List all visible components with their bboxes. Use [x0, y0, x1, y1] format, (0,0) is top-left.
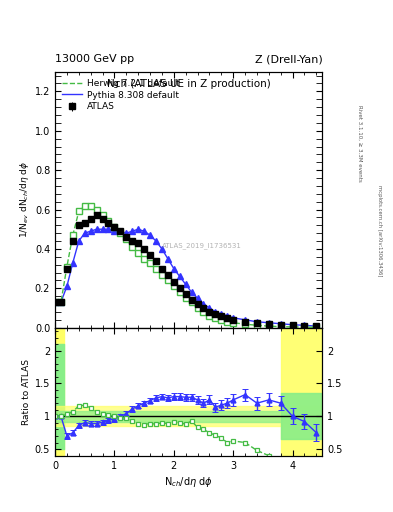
- Text: Z (Drell-Yan): Z (Drell-Yan): [255, 54, 322, 64]
- Herwig 7.2.1 default: [130, 244, 134, 250]
- Pythia 8.308 default: [53, 299, 57, 305]
- Pythia 8.308 default: [177, 273, 182, 280]
- Herwig 7.2.1 default: [148, 260, 152, 266]
- Text: Rivet 3.1.10, ≥ 3.3M events: Rivet 3.1.10, ≥ 3.3M events: [357, 105, 362, 182]
- Text: ATLAS_2019_I1736531: ATLAS_2019_I1736531: [162, 242, 242, 249]
- Pythia 8.308 default: [207, 305, 212, 311]
- Pythia 8.308 default: [154, 238, 158, 244]
- Pythia 8.308 default: [255, 318, 259, 325]
- Herwig 7.2.1 default: [83, 203, 87, 209]
- Pythia 8.308 default: [130, 228, 134, 234]
- Pythia 8.308 default: [165, 255, 170, 262]
- Pythia 8.308 default: [278, 321, 283, 327]
- Pythia 8.308 default: [290, 322, 295, 328]
- Herwig 7.2.1 default: [266, 323, 271, 329]
- Pythia 8.308 default: [94, 226, 99, 232]
- Pythia 8.308 default: [118, 228, 123, 234]
- Text: mcplots.cern.ch [arXiv:1306.3436]: mcplots.cern.ch [arXiv:1306.3436]: [377, 185, 382, 276]
- Herwig 7.2.1 default: [195, 305, 200, 311]
- Text: Nch (ATLAS UE in Z production): Nch (ATLAS UE in Z production): [107, 79, 270, 90]
- Pythia 8.308 default: [142, 228, 147, 234]
- Herwig 7.2.1 default: [94, 206, 99, 212]
- Herwig 7.2.1 default: [290, 324, 295, 330]
- Pythia 8.308 default: [83, 230, 87, 236]
- Herwig 7.2.1 default: [219, 317, 224, 323]
- Pythia 8.308 default: [225, 313, 230, 319]
- Herwig 7.2.1 default: [76, 208, 81, 215]
- Pythia 8.308 default: [302, 322, 307, 328]
- Herwig 7.2.1 default: [225, 318, 230, 325]
- X-axis label: N$_{ch}$/d$\eta$ d$\phi$: N$_{ch}$/d$\eta$ d$\phi$: [164, 475, 213, 489]
- Line: Pythia 8.308 default: Pythia 8.308 default: [55, 229, 316, 326]
- Text: 13000 GeV pp: 13000 GeV pp: [55, 54, 134, 64]
- Herwig 7.2.1 default: [100, 212, 105, 219]
- Legend: Herwig 7.2.1 default, Pythia 8.308 default, ATLAS: Herwig 7.2.1 default, Pythia 8.308 defau…: [59, 76, 182, 114]
- Pythia 8.308 default: [112, 228, 117, 234]
- Herwig 7.2.1 default: [106, 218, 111, 224]
- Pythia 8.308 default: [88, 228, 93, 234]
- Pythia 8.308 default: [213, 309, 218, 315]
- Pythia 8.308 default: [59, 299, 63, 305]
- Pythia 8.308 default: [231, 315, 235, 321]
- Pythia 8.308 default: [106, 226, 111, 232]
- Herwig 7.2.1 default: [302, 324, 307, 330]
- Pythia 8.308 default: [70, 260, 75, 266]
- Pythia 8.308 default: [189, 289, 194, 295]
- Pythia 8.308 default: [148, 232, 152, 238]
- Pythia 8.308 default: [136, 226, 141, 232]
- Pythia 8.308 default: [64, 283, 69, 289]
- Herwig 7.2.1 default: [142, 255, 147, 262]
- Herwig 7.2.1 default: [70, 232, 75, 238]
- Pythia 8.308 default: [219, 311, 224, 317]
- Herwig 7.2.1 default: [207, 313, 212, 319]
- Line: Herwig 7.2.1 default: Herwig 7.2.1 default: [55, 206, 316, 327]
- Pythia 8.308 default: [201, 301, 206, 307]
- Herwig 7.2.1 default: [171, 283, 176, 289]
- Pythia 8.308 default: [100, 226, 105, 232]
- Herwig 7.2.1 default: [165, 278, 170, 284]
- Herwig 7.2.1 default: [53, 299, 57, 305]
- Herwig 7.2.1 default: [255, 322, 259, 328]
- Herwig 7.2.1 default: [314, 324, 319, 330]
- Pythia 8.308 default: [171, 266, 176, 272]
- Pythia 8.308 default: [76, 238, 81, 244]
- Herwig 7.2.1 default: [136, 250, 141, 256]
- Herwig 7.2.1 default: [59, 299, 63, 305]
- Pythia 8.308 default: [314, 323, 319, 329]
- Herwig 7.2.1 default: [88, 203, 93, 209]
- Pythia 8.308 default: [124, 230, 129, 236]
- Pythia 8.308 default: [183, 281, 188, 287]
- Herwig 7.2.1 default: [201, 309, 206, 315]
- Herwig 7.2.1 default: [231, 319, 235, 326]
- Herwig 7.2.1 default: [189, 299, 194, 305]
- Pythia 8.308 default: [266, 319, 271, 326]
- Herwig 7.2.1 default: [64, 264, 69, 270]
- Herwig 7.2.1 default: [124, 236, 129, 242]
- Herwig 7.2.1 default: [243, 321, 248, 327]
- Herwig 7.2.1 default: [213, 315, 218, 321]
- Herwig 7.2.1 default: [118, 230, 123, 236]
- Pythia 8.308 default: [160, 246, 164, 252]
- Y-axis label: 1/N$_{ev}$ dN$_{ch}$/d$\eta$ d$\phi$: 1/N$_{ev}$ dN$_{ch}$/d$\eta$ d$\phi$: [18, 161, 31, 238]
- Herwig 7.2.1 default: [160, 271, 164, 278]
- Pythia 8.308 default: [243, 317, 248, 323]
- Pythia 8.308 default: [195, 295, 200, 301]
- Herwig 7.2.1 default: [154, 266, 158, 272]
- Y-axis label: Ratio to ATLAS: Ratio to ATLAS: [22, 359, 31, 424]
- Herwig 7.2.1 default: [177, 289, 182, 295]
- Herwig 7.2.1 default: [112, 224, 117, 230]
- Herwig 7.2.1 default: [278, 324, 283, 330]
- Herwig 7.2.1 default: [183, 295, 188, 301]
